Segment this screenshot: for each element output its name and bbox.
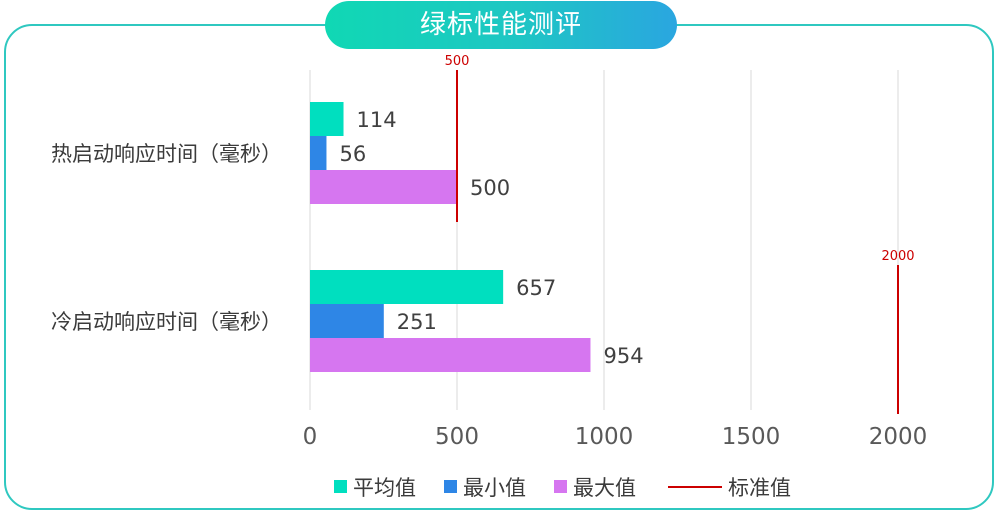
chart-title: 绿标性能测评 xyxy=(325,1,677,49)
reference-line-label: 2000 xyxy=(881,249,914,264)
legend-label[interactable]: 平均值 xyxy=(353,476,416,500)
bar xyxy=(310,304,384,338)
x-tick-label: 1500 xyxy=(722,424,781,450)
bar-layer xyxy=(310,102,591,372)
x-tick-label: 0 xyxy=(303,424,318,450)
data-label: 657 xyxy=(516,276,556,300)
data-label: 251 xyxy=(397,310,437,334)
x-tick-label: 500 xyxy=(435,424,479,450)
data-label: 114 xyxy=(357,108,397,132)
legend-swatch[interactable] xyxy=(334,480,347,493)
bar xyxy=(310,270,504,304)
legend-swatch[interactable] xyxy=(554,480,567,493)
reference-line-label: 500 xyxy=(445,54,470,69)
bar xyxy=(310,136,327,170)
bar xyxy=(310,338,591,372)
data-label: 500 xyxy=(470,176,510,200)
category-label: 热启动响应时间（毫秒） xyxy=(51,142,282,166)
chart-frame xyxy=(4,24,994,510)
x-tick-label: 1000 xyxy=(575,424,634,450)
x-tick-label: 2000 xyxy=(869,424,928,450)
bar xyxy=(310,102,344,136)
label-layer: 0 500 1000 1500 2000 热启动响应时间（毫秒） 114 56 500 冷启动响应… xyxy=(51,54,927,450)
legend[interactable]: 平均值 最小值 最大值 标准值 xyxy=(334,476,791,500)
legend-label[interactable]: 最大值 xyxy=(573,476,636,500)
legend-swatch[interactable] xyxy=(444,480,457,493)
category-label: 冷启动响应时间（毫秒） xyxy=(51,310,282,334)
bar xyxy=(310,170,457,204)
data-label: 56 xyxy=(339,142,366,166)
legend-label[interactable]: 最小值 xyxy=(463,476,526,500)
reference-line-layer xyxy=(456,70,899,414)
legend-label[interactable]: 标准值 xyxy=(728,476,791,500)
data-label: 954 xyxy=(603,344,643,368)
